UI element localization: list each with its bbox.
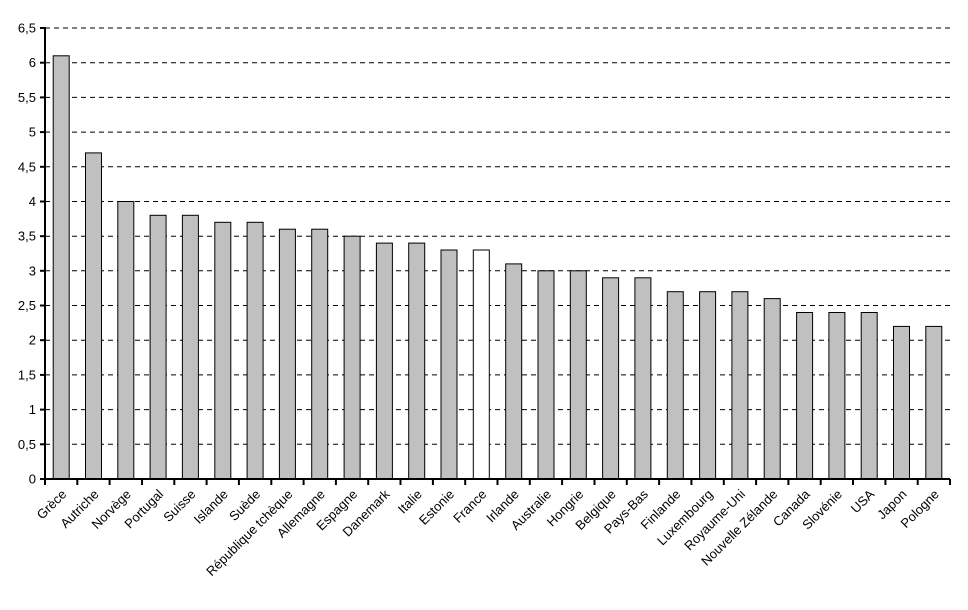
bar [149, 214, 167, 480]
y-axis-label: 0 [29, 472, 36, 487]
bar [763, 298, 781, 480]
bar [569, 270, 587, 480]
y-axis-label: 0,5 [18, 437, 36, 452]
x-axis-label: France [450, 487, 489, 526]
bar [311, 228, 329, 480]
bar [634, 277, 652, 480]
bar [117, 201, 135, 480]
x-axis-label: Islande [191, 487, 231, 527]
y-axis-label: 1 [29, 402, 36, 417]
y-axis-label: 6 [29, 55, 36, 70]
bar [278, 228, 296, 480]
bar [214, 221, 232, 480]
bar [731, 291, 749, 480]
y-axis-label: 2 [29, 333, 36, 348]
bar [85, 152, 102, 480]
bar [537, 270, 555, 480]
bar [796, 312, 814, 480]
y-axis-label: 1,5 [18, 367, 36, 382]
y-axis-label: 3,5 [18, 229, 36, 244]
bar [408, 242, 426, 480]
bar [828, 312, 846, 480]
bar [52, 55, 70, 480]
bar [181, 214, 199, 480]
x-axis-label: Estonie [416, 487, 457, 528]
y-axis-label: 6,5 [18, 21, 36, 36]
bar [440, 249, 458, 480]
y-axis-label: 4 [29, 194, 36, 209]
bar [925, 325, 943, 480]
y-axis-label: 5,5 [18, 90, 36, 105]
bar [375, 242, 393, 480]
bar [860, 312, 878, 480]
bar [602, 277, 620, 480]
y-axis-label: 5 [29, 125, 36, 140]
bar [699, 291, 717, 480]
bar [893, 325, 910, 480]
y-axis-label: 2,5 [18, 298, 36, 313]
bar [246, 221, 264, 480]
bar [505, 263, 523, 480]
bar [472, 249, 490, 480]
y-axis-label: 3 [29, 263, 36, 278]
bar [666, 291, 684, 480]
bar [343, 235, 361, 480]
y-axis-label: 4,5 [18, 159, 36, 174]
